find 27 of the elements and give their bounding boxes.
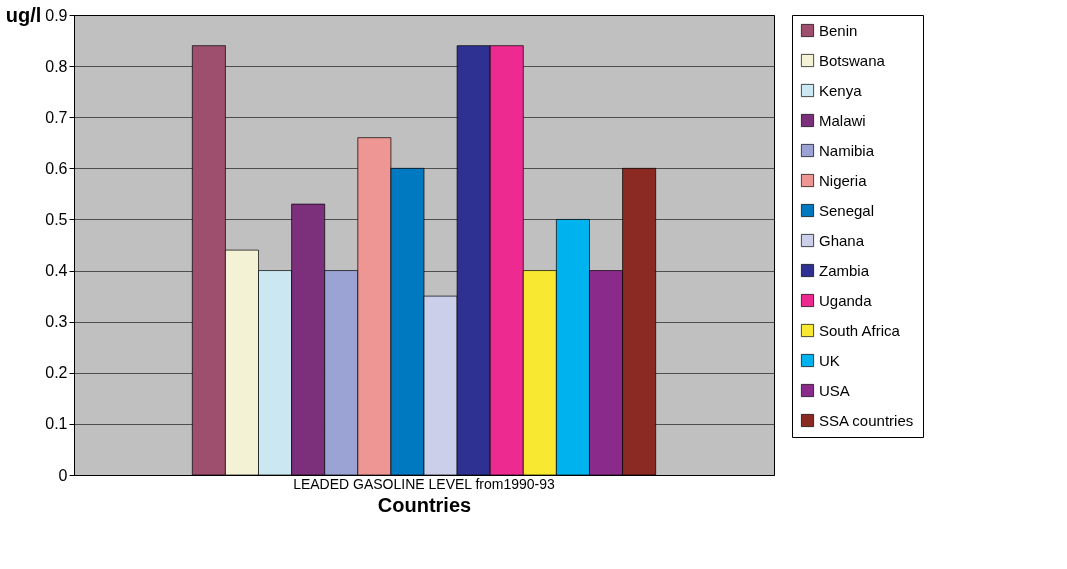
legend-label: South Africa: [819, 321, 901, 339]
legend-label: Nigeria: [819, 171, 868, 189]
y-tick-label: 0.5: [45, 210, 68, 228]
legend-label: UK: [819, 351, 840, 369]
y-axis-title: ug/l: [5, 3, 42, 26]
y-tick-label: 0.8: [45, 57, 68, 75]
legend-label: Namibia: [819, 141, 875, 159]
legend-label: Zambia: [819, 261, 870, 279]
y-tick-label: 0.9: [45, 6, 68, 24]
y-tick-label: 0.1: [45, 415, 68, 433]
x-tick-label: LEADED GASOLINE LEVEL from1990-93: [293, 475, 556, 492]
y-tick-label: 0.3: [45, 313, 68, 331]
legend-label: Kenya: [819, 81, 863, 99]
legend-label: Malawi: [819, 111, 866, 129]
legend-label: Uganda: [819, 291, 873, 309]
legend-label: USA: [819, 381, 850, 399]
legend-label: Botswana: [819, 51, 886, 69]
y-tick-label: 0.6: [45, 159, 68, 177]
y-tick-label: 0: [58, 466, 68, 484]
legend-label: SSA countries: [819, 411, 914, 429]
legend-label: Ghana: [819, 231, 865, 249]
y-tick-label: 0.2: [45, 364, 68, 382]
y-tick-label: 0.4: [45, 262, 68, 280]
y-tick-label: 0.7: [45, 108, 68, 126]
legend-label: Senegal: [819, 201, 875, 219]
legend-label: Benin: [819, 21, 858, 39]
x-axis-title: Countries: [377, 493, 472, 516]
